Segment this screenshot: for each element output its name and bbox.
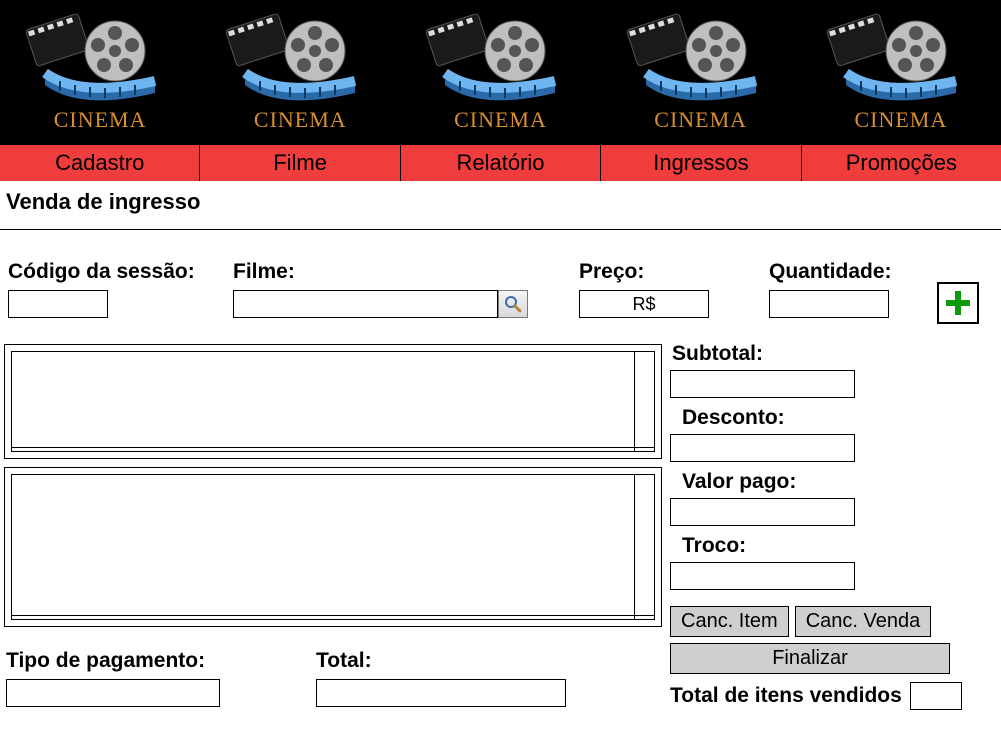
troco-group: Troco: (670, 534, 990, 590)
form-row: Código da sessão: Filme: Preço: Quantida… (0, 230, 1001, 334)
cinema-logo: CINEMA (601, 13, 801, 133)
cinema-logo-text: CINEMA (254, 107, 347, 133)
cinema-logo: CINEMA (0, 13, 200, 133)
codigo-field-group: Código da sessão: (8, 260, 233, 318)
troco-input[interactable] (670, 562, 855, 590)
nav-ingressos[interactable]: Ingressos (601, 145, 801, 181)
valor-pago-input[interactable] (670, 498, 855, 526)
finalize-button[interactable]: Finalizar (670, 643, 950, 674)
left-column: Tipo de pagamento: Total: (0, 340, 670, 710)
cinema-logo-text: CINEMA (454, 107, 547, 133)
search-icon (504, 295, 522, 313)
page-title: Venda de ingresso (0, 181, 1001, 230)
troco-label: Troco: (670, 534, 990, 558)
nav-promocoes[interactable]: Promoções (802, 145, 1001, 181)
desconto-group: Desconto: (670, 406, 990, 462)
plus-icon (943, 288, 973, 318)
quantidade-field-group: Quantidade: (769, 260, 919, 318)
right-column: Subtotal: Desconto: Valor pago: Troco: C… (670, 340, 990, 710)
list-inner (11, 474, 655, 620)
scrollbar-horizontal[interactable] (12, 447, 654, 451)
cancel-buttons-row: Canc. Item Canc. Venda (670, 606, 990, 637)
items-list-1[interactable] (4, 344, 662, 459)
scrollbar-vertical[interactable] (634, 352, 654, 451)
cancel-sale-button[interactable]: Canc. Venda (795, 606, 932, 637)
quantidade-input[interactable] (769, 290, 889, 318)
list-inner (11, 351, 655, 452)
film-reel-icon (621, 13, 781, 103)
total-group: Total: (316, 649, 566, 707)
film-reel-icon (821, 13, 981, 103)
preco-input[interactable] (579, 290, 709, 318)
items-list-2[interactable] (4, 467, 662, 627)
codigo-label: Código da sessão: (8, 260, 233, 284)
cinema-logo: CINEMA (200, 13, 400, 133)
subtotal-label: Subtotal: (670, 342, 990, 366)
scrollbar-vertical[interactable] (634, 475, 654, 619)
content-row: Tipo de pagamento: Total: Subtotal: Desc… (0, 334, 1001, 710)
tipo-pagamento-label: Tipo de pagamento: (6, 649, 316, 673)
preco-label: Preço: (579, 260, 769, 284)
cinema-logo-text: CINEMA (54, 107, 147, 133)
film-reel-icon (220, 13, 380, 103)
filme-input[interactable] (233, 290, 498, 318)
valor-pago-group: Valor pago: (670, 470, 990, 526)
cancel-item-button[interactable]: Canc. Item (670, 606, 789, 637)
total-items-input[interactable] (910, 682, 962, 710)
filme-label: Filme: (233, 260, 579, 284)
codigo-input[interactable] (8, 290, 108, 318)
valor-pago-label: Valor pago: (670, 470, 990, 494)
preco-field-group: Preço: (579, 260, 769, 318)
film-reel-icon (420, 13, 580, 103)
nav-bar: Cadastro Filme Relatório Ingressos Promo… (0, 145, 1001, 181)
desconto-input[interactable] (670, 434, 855, 462)
total-items-row: Total de itens vendidos (670, 682, 990, 710)
filme-field-group: Filme: (233, 260, 579, 318)
tipo-pagamento-input[interactable] (6, 679, 220, 707)
nav-relatorio[interactable]: Relatório (401, 145, 601, 181)
nav-cadastro[interactable]: Cadastro (0, 145, 200, 181)
bottom-fields: Tipo de pagamento: Total: (0, 649, 662, 707)
cinema-logo-text: CINEMA (854, 107, 947, 133)
total-input[interactable] (316, 679, 566, 707)
cinema-logo: CINEMA (801, 13, 1001, 133)
nav-filme[interactable]: Filme (200, 145, 400, 181)
subtotal-input[interactable] (670, 370, 855, 398)
scrollbar-horizontal[interactable] (12, 615, 654, 619)
header-banner: CINEMA CINEMA CINEMA (0, 0, 1001, 145)
add-item-button[interactable] (937, 282, 979, 324)
total-label: Total: (316, 649, 566, 673)
quantidade-label: Quantidade: (769, 260, 919, 284)
subtotal-group: Subtotal: (670, 342, 990, 398)
cinema-logo-text: CINEMA (654, 107, 747, 133)
film-reel-icon (20, 13, 180, 103)
total-items-label: Total de itens vendidos (670, 684, 902, 708)
tipo-pagamento-group: Tipo de pagamento: (6, 649, 316, 707)
desconto-label: Desconto: (670, 406, 990, 430)
search-filme-button[interactable] (498, 290, 528, 318)
cinema-logo: CINEMA (400, 13, 600, 133)
